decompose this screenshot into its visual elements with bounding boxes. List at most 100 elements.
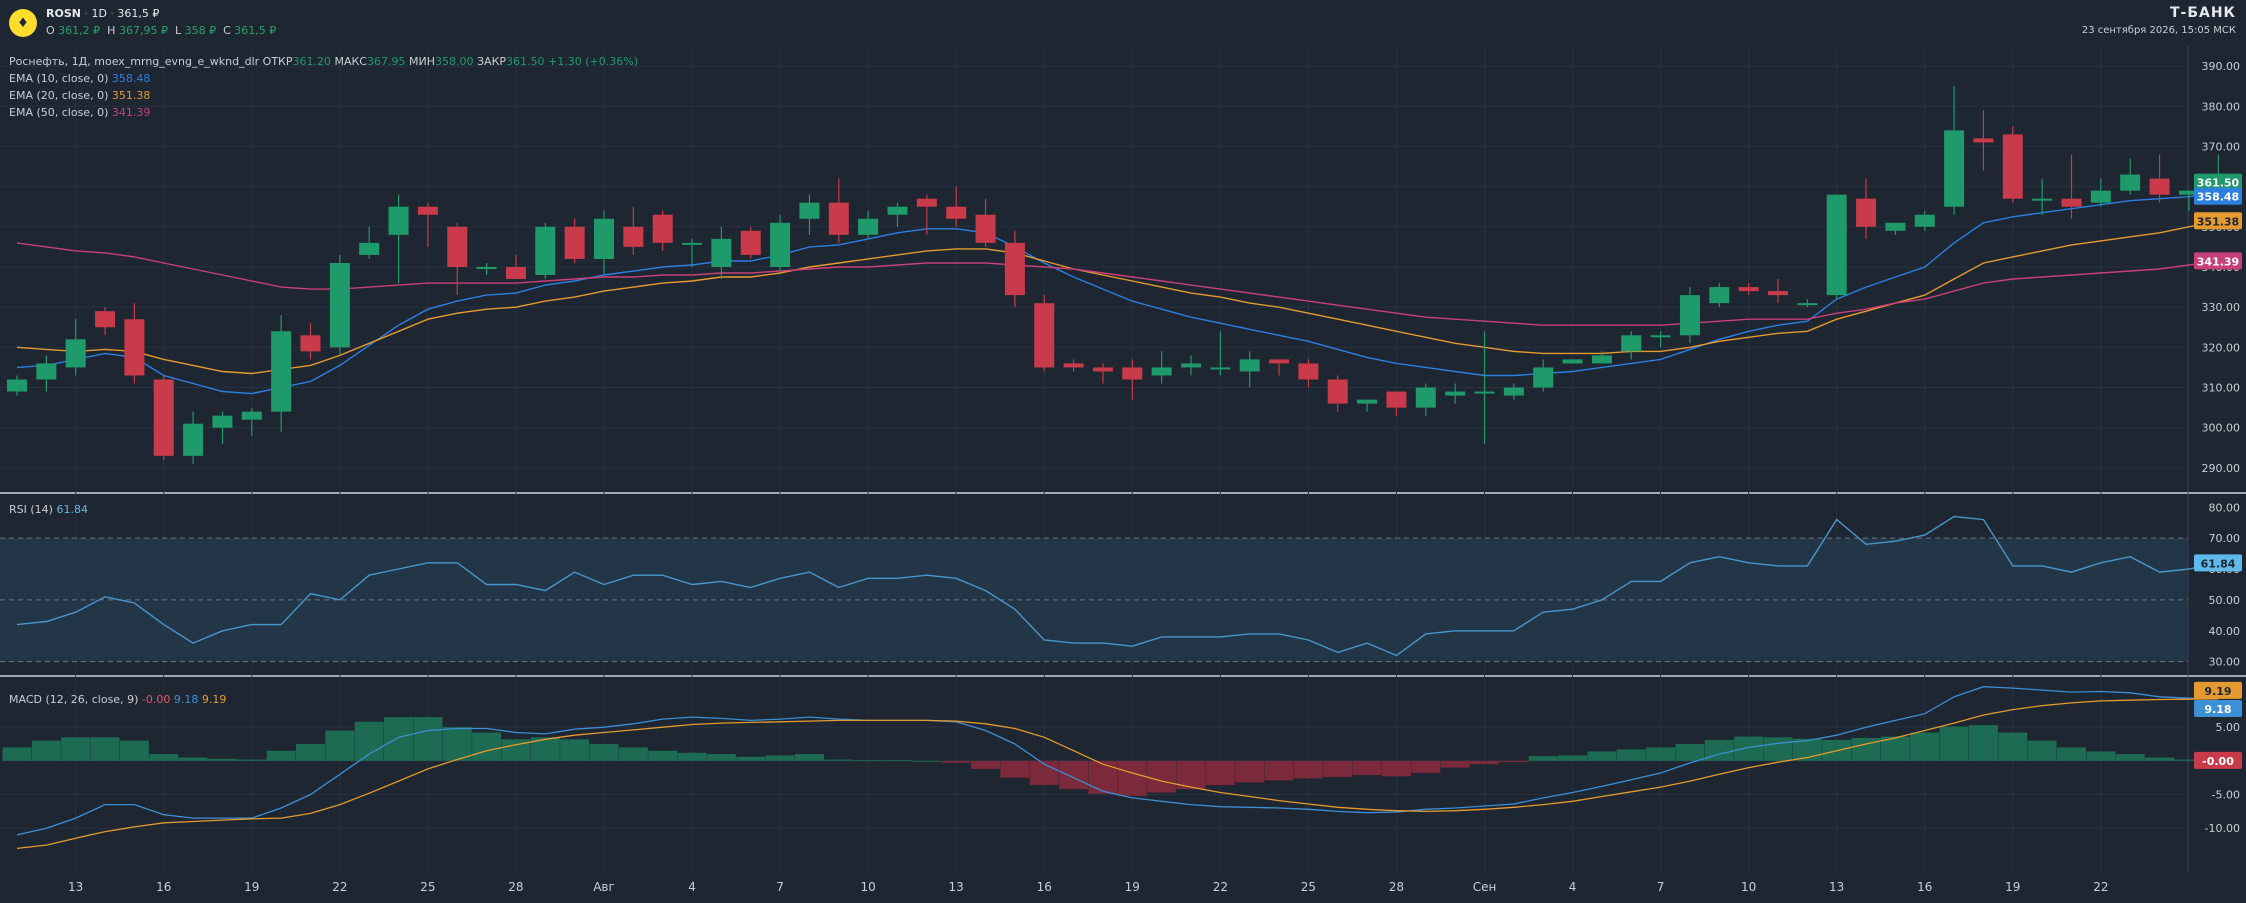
candle[interactable] (1768, 279, 1788, 304)
candle[interactable] (1474, 331, 1495, 444)
candle[interactable] (1650, 331, 1671, 348)
candle[interactable] (65, 319, 86, 376)
candle[interactable] (1445, 383, 1466, 404)
candle[interactable] (36, 355, 57, 392)
candle[interactable] (887, 202, 908, 227)
candle[interactable] (770, 214, 791, 271)
candle[interactable] (916, 194, 937, 235)
rsi-tick-label: 30.00 (2209, 656, 2241, 669)
chart-area[interactable]: 290.00300.00310.00320.00330.00340.00350.… (0, 46, 2246, 903)
candle[interactable] (1856, 178, 1877, 239)
candle[interactable] (1621, 331, 1642, 360)
candle[interactable] (1503, 383, 1524, 400)
candle-body (7, 379, 27, 392)
candle[interactable] (417, 202, 438, 247)
candle[interactable] (359, 226, 380, 259)
candle[interactable] (1591, 351, 1612, 364)
candle[interactable] (652, 210, 673, 251)
macd-bar (736, 756, 766, 761)
candle[interactable] (2149, 154, 2170, 203)
candle[interactable] (95, 307, 116, 336)
candle[interactable] (946, 186, 967, 227)
candle[interactable] (2061, 154, 2082, 219)
macd-bar (178, 757, 208, 761)
candle[interactable] (1004, 230, 1025, 308)
candle[interactable] (476, 262, 497, 276)
candle[interactable] (2032, 178, 2053, 215)
candle[interactable] (1239, 351, 1260, 388)
candle[interactable] (1533, 359, 1554, 392)
candle[interactable] (1973, 110, 1994, 171)
candle[interactable] (1386, 391, 1407, 416)
candle[interactable] (1826, 194, 1847, 300)
candle[interactable] (858, 210, 879, 239)
candle[interactable] (1797, 299, 1818, 308)
candle[interactable] (1210, 331, 1231, 376)
signal-line (16, 698, 2219, 850)
candle[interactable] (1034, 295, 1055, 372)
x-tick-label: 10 (1741, 880, 1756, 894)
candle[interactable] (2002, 126, 2023, 203)
candle[interactable] (1122, 359, 1143, 400)
macd-histogram (2, 717, 2233, 796)
ticker-line[interactable]: ROSN · 1D · 361,5 ₽ (46, 7, 160, 20)
x-tick-label: 4 (1569, 880, 1577, 894)
macd-bar (149, 754, 179, 761)
candle[interactable] (447, 222, 468, 296)
candle-body (2178, 190, 2199, 195)
price-legend: Роснефть, 1Д, moex_mrng_evng_e_wknd_dlr … (9, 55, 638, 68)
candle[interactable] (7, 375, 27, 396)
candle[interactable] (212, 411, 233, 444)
candle[interactable] (1357, 399, 1378, 412)
candle[interactable] (828, 178, 849, 243)
candle[interactable] (241, 407, 262, 436)
candle[interactable] (623, 206, 644, 255)
candle[interactable] (799, 194, 820, 235)
candle-body (1914, 214, 1935, 227)
candle[interactable] (1885, 222, 1906, 235)
macd-bar (1088, 760, 1118, 794)
candle[interactable] (975, 198, 996, 247)
candle[interactable] (1092, 363, 1113, 384)
candle[interactable] (564, 218, 585, 263)
candle[interactable] (388, 194, 409, 284)
candle[interactable] (2090, 178, 2111, 207)
candle[interactable] (300, 323, 321, 360)
candle[interactable] (153, 375, 174, 460)
macd-bar (824, 759, 854, 761)
candle[interactable] (1914, 210, 1935, 231)
candle[interactable] (594, 210, 614, 276)
candle[interactable] (124, 303, 145, 384)
candle[interactable] (682, 238, 703, 267)
candle[interactable] (1679, 287, 1700, 344)
rsi-badge: 61.84 (2201, 557, 2236, 570)
candle-body (212, 415, 233, 428)
candle[interactable] (271, 315, 292, 432)
candle[interactable] (711, 226, 732, 280)
candle[interactable] (329, 254, 350, 356)
candle[interactable] (1415, 383, 1436, 416)
candle[interactable] (740, 226, 761, 259)
x-tick-label: 13 (1829, 880, 1844, 894)
candle[interactable] (1298, 359, 1319, 388)
candle[interactable] (2178, 190, 2199, 211)
candle[interactable] (1181, 355, 1201, 376)
candle[interactable] (1063, 359, 1084, 372)
candle[interactable] (1269, 359, 1290, 376)
candle-body (564, 226, 585, 259)
candle-body (858, 218, 879, 235)
candle[interactable] (1738, 283, 1759, 296)
candle-body (124, 319, 145, 376)
candle[interactable] (183, 411, 204, 464)
candle[interactable] (1944, 86, 1965, 215)
x-tick-label: 25 (1301, 880, 1316, 894)
candle[interactable] (535, 222, 556, 280)
candle-body (770, 222, 791, 267)
candle[interactable] (1709, 283, 1730, 308)
candle[interactable] (505, 254, 526, 280)
candle[interactable] (1151, 351, 1172, 384)
candle[interactable] (1562, 359, 1583, 364)
ohlc-line: O 361,2 ₽ H 367,95 ₽ L 358 ₽ C 361,5 ₽ (46, 24, 276, 37)
candle[interactable] (1327, 375, 1348, 412)
candle[interactable] (2120, 158, 2141, 195)
